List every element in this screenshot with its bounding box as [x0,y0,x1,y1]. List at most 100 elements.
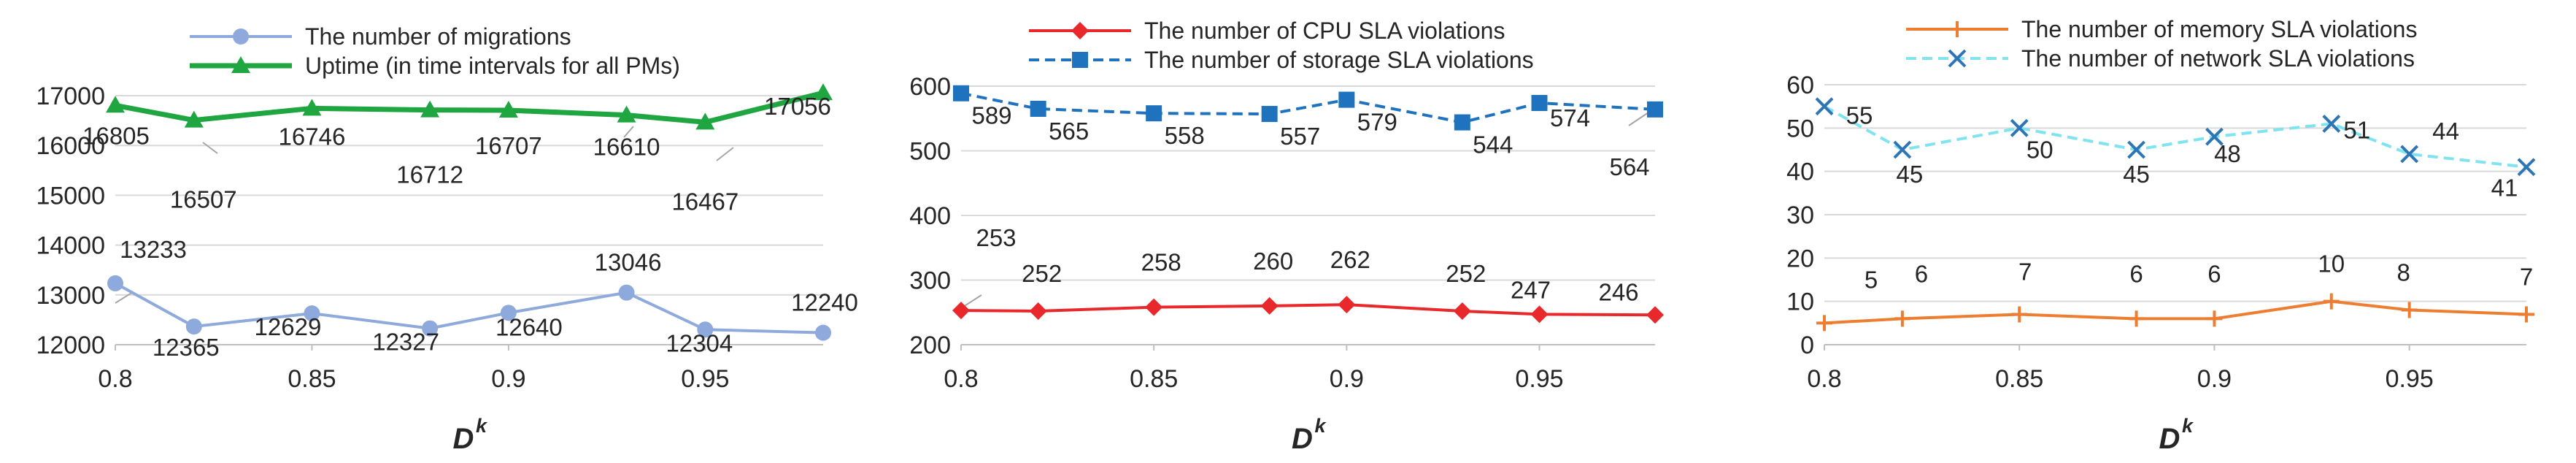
data-label-1: 7 [2018,258,2032,285]
data-label-1: 247 [1511,276,1551,303]
data-point-2 [1454,114,1470,131]
data-point-1 [2323,293,2340,310]
data-label-1: 6 [2129,260,2143,287]
data-label-2: 579 [1357,109,1397,136]
data-label-2: 16707 [475,132,542,159]
data-label-1: 8 [2396,259,2410,286]
x-axis-title-superscript: k [476,415,488,437]
x-tick-label: 0.9 [2197,365,2232,393]
legend-label: The number of migrations [305,23,571,50]
y-tick-label: 300 [909,267,951,295]
data-point-2 [2205,127,2224,146]
data-point-1 [2401,302,2418,318]
data-label-leader [623,126,634,138]
data-label-1: 7 [2520,263,2533,290]
y-tick-label: 600 [909,73,951,101]
data-point-1 [304,305,320,322]
data-label-2: 51 [2343,116,2370,143]
data-point-1 [1646,306,1664,324]
legend-marker [1072,52,1088,68]
data-point-2 [2400,145,2419,164]
x-tick-label: 0.8 [944,365,978,393]
data-label-1: 12327 [372,329,439,356]
data-label-1: 10 [2318,250,2345,278]
x-tick-label: 0.95 [681,365,729,393]
x-axis-title-superscript: k [1315,415,1327,437]
data-point-1 [107,275,123,291]
data-point-1 [1338,296,1356,314]
data-label-1: 253 [976,224,1016,251]
data-label-2: 589 [971,102,1011,129]
data-label-1: 246 [1598,278,1638,305]
data-point-1 [1894,310,1910,327]
data-point-2 [2010,118,2029,137]
x-tick-label: 0.8 [1807,365,1841,393]
data-label-2: 17056 [764,93,831,120]
data-label-leader [716,147,734,161]
data-label-2: 16746 [279,123,346,150]
data-point-2 [106,96,125,113]
data-label-2: 544 [1473,131,1513,158]
series-line-2 [115,90,824,125]
legend-label: The number of network SLA violations [2021,45,2415,72]
y-tick-label: 0 [1800,332,1814,359]
legend-marker [233,28,249,45]
data-point-2 [814,83,833,101]
data-point-1 [1029,302,1047,320]
data-point-1 [2206,310,2223,327]
data-point-1 [1145,298,1163,316]
data-point-2 [1261,106,1278,123]
x-tick-label: 0.95 [1515,365,1563,393]
data-point-1 [697,321,714,338]
data-point-2 [420,100,440,118]
legend-entry-2: Uptime (in time intervals for all PMs) [190,53,680,79]
x-axis-title: D [1292,423,1313,455]
data-label-2: 564 [1609,153,1649,180]
data-label-2: 45 [2123,161,2150,188]
data-label-2: 16467 [671,188,739,215]
data-point-1 [2011,306,2028,323]
data-point-2 [617,105,636,123]
x-tick-label: 0.85 [1995,365,2043,393]
data-point-1 [618,284,635,301]
series-line-1 [115,282,824,334]
data-label-2: 44 [2432,118,2459,145]
y-tick-label: 16000 [36,132,105,160]
data-point-2 [1338,91,1355,108]
legend-marker [1948,49,1967,68]
data-label-1: 12240 [791,289,858,316]
data-label-2: 16805 [82,122,150,149]
data-point-1 [2128,310,2145,327]
y-tick-label: 10 [1786,288,1814,316]
data-point-2 [695,112,715,130]
data-label-leader [115,291,134,304]
data-point-1 [1530,305,1549,324]
data-label-2: 16507 [170,186,237,213]
x-tick-label: 0.9 [1330,365,1364,393]
data-point-1 [2518,306,2534,323]
data-point-2 [1146,105,1162,122]
data-label-1: 13233 [120,236,187,263]
data-point-1 [422,320,439,337]
legend-label: The number of storage SLA violations [1144,47,1534,73]
series-line-2 [960,91,1656,124]
data-label-2: 558 [1165,122,1205,149]
legend-marker [1949,21,1965,37]
data-label-1: 252 [1022,260,1062,287]
y-tick-label: 400 [909,202,951,230]
data-label-1: 262 [1330,246,1370,273]
data-label-1: 258 [1141,249,1181,276]
data-label-1: 260 [1253,248,1293,275]
data-label-2: 16610 [593,134,660,161]
legend-entry-1: The number of migrations [190,23,571,50]
x-tick-label: 0.9 [491,365,525,393]
data-point-2 [1647,101,1663,118]
data-label-2: 41 [2491,175,2518,202]
series-line-1 [960,303,1656,317]
x-tick-label: 0.85 [288,365,336,393]
x-axis-title: D [2159,423,2180,455]
data-label-1: 6 [2207,260,2221,287]
data-point-2 [184,110,204,128]
data-point-2 [302,99,322,116]
